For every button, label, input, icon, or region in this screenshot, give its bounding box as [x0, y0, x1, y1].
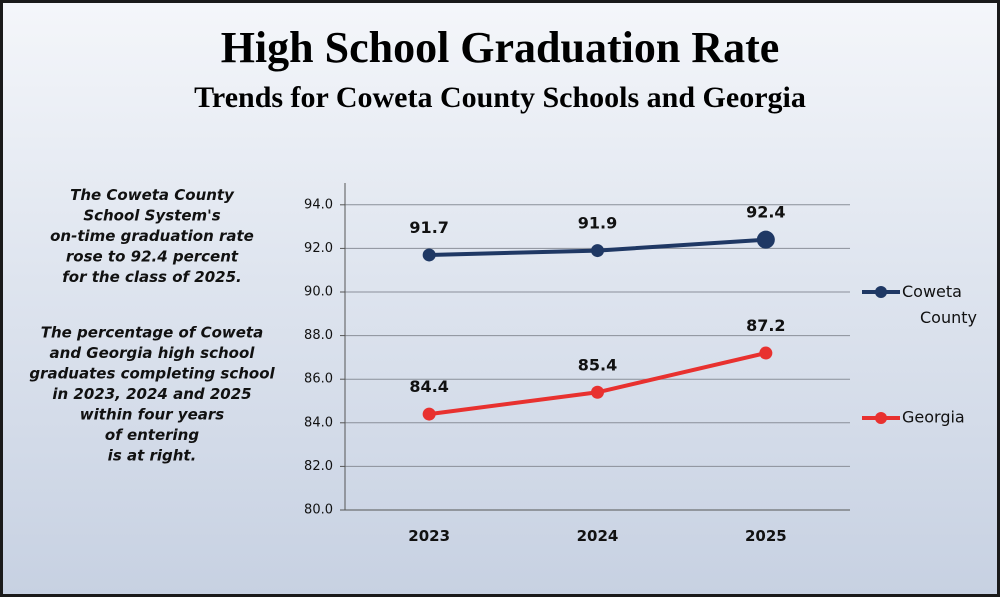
note-line: for the class of 2025.: [62, 268, 241, 286]
data-label: 92.4: [746, 203, 785, 222]
legend-label: Georgia: [902, 408, 965, 427]
legend-label: Coweta County: [902, 282, 977, 327]
data-label: 91.7: [409, 218, 448, 237]
x-tick-label: 2023: [408, 527, 450, 545]
legend-marker: [875, 286, 887, 298]
y-tick-label: 86.0: [304, 372, 333, 387]
y-tick-label: 82.0: [304, 459, 333, 474]
data-label: 84.4: [409, 377, 448, 396]
y-tick-label: 94.0: [304, 197, 333, 212]
note-line: within four years: [80, 406, 224, 424]
y-tick-label: 92.0: [304, 241, 333, 256]
note-line: rose to 92.4 percent: [66, 248, 239, 266]
x-tick-label: 2025: [745, 527, 787, 545]
note-line: in 2023, 2024 and 2025: [52, 385, 251, 403]
data-point: [591, 244, 604, 258]
data-point: [591, 385, 604, 399]
data-label: 85.4: [578, 355, 617, 374]
legend-marker: [875, 412, 887, 424]
data-point: [759, 346, 773, 360]
data-point: [756, 230, 775, 249]
y-tick-label: 84.0: [304, 415, 333, 430]
chart-subtitle: Trends for Coweta County Schools and Geo…: [194, 81, 806, 114]
note-line: graduates completing school: [29, 365, 275, 383]
data-label: 87.2: [746, 316, 785, 335]
note-line: School System's: [83, 207, 220, 225]
note-line: The percentage of Coweta: [41, 324, 263, 342]
y-tick-label: 80.0: [304, 503, 333, 518]
note-line: The Coweta County: [70, 186, 235, 204]
data-point: [422, 407, 436, 421]
note-line: on-time graduation rate: [50, 227, 254, 245]
data-label: 91.9: [578, 214, 617, 233]
note-line: is at right.: [108, 447, 197, 465]
chart-title: High School Graduation Rate: [221, 23, 780, 72]
note-line: and Georgia high school: [50, 344, 256, 362]
x-tick-label: 2024: [577, 527, 619, 545]
note-line: of entering: [105, 426, 199, 444]
data-point: [422, 248, 436, 262]
y-tick-label: 88.0: [304, 328, 333, 343]
y-tick-label: 90.0: [304, 285, 333, 300]
